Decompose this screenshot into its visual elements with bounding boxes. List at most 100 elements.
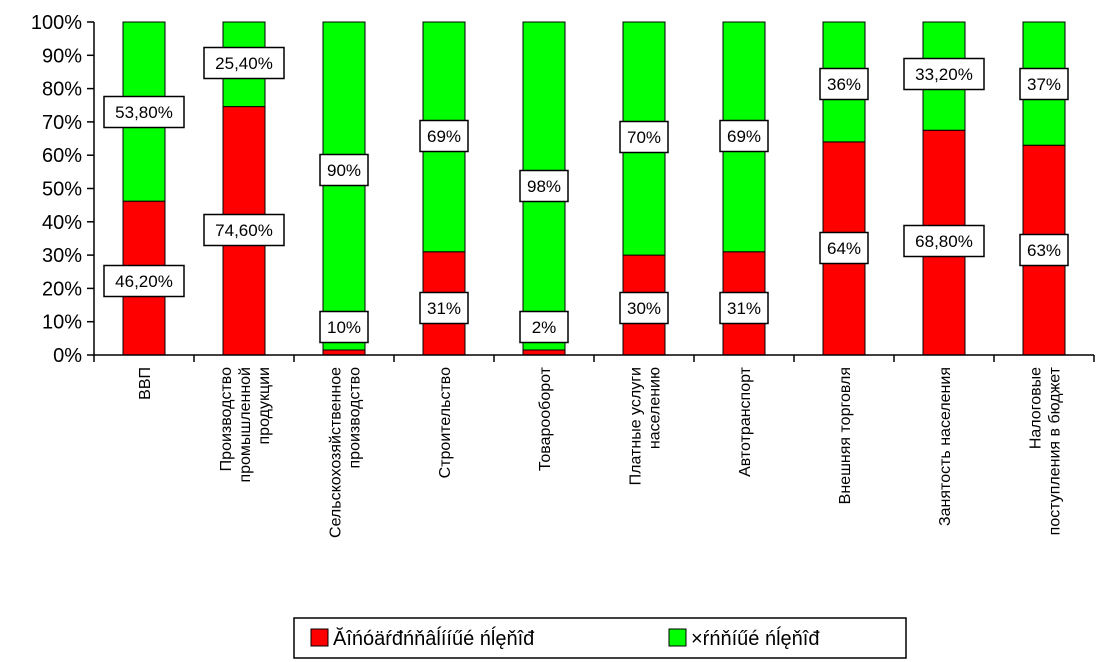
data-label-text: 25,40% [215, 54, 273, 73]
x-tick-label: Внешняя торговля [837, 367, 854, 504]
x-tick-label-line: населению [647, 367, 664, 449]
data-label-text: 90% [327, 161, 361, 180]
data-label-box [419, 119, 469, 153]
data-label-text: 69% [727, 127, 761, 146]
x-tick-label: Строительство [437, 367, 454, 478]
data-label: 98% [519, 169, 569, 203]
x-tick-label-line: Сельскохозяйственное [328, 367, 345, 538]
data-label-box [903, 224, 985, 258]
data-label-box [103, 264, 185, 298]
legend-box [293, 617, 907, 659]
x-tick-label: Производство промышленной продукции [218, 367, 273, 483]
data-label-box [319, 310, 369, 344]
y-tick-label: 70% [42, 112, 82, 134]
data-label: 69% [419, 119, 469, 153]
data-label-text: 31% [727, 299, 761, 318]
data-label: 64% [819, 231, 869, 265]
data-label: 10% [319, 310, 369, 344]
y-tick-label: 90% [42, 45, 82, 67]
legend: Ăîńóäŕđńňâĺííűé ńĺęňîđ ×ŕńňíűé ńĺęňîđ [293, 617, 907, 659]
data-label-text: 31% [427, 299, 461, 318]
data-label-text: 10% [327, 318, 361, 337]
data-labels: 46,20% 53,80% 74,60% 25,40% 10% 90% 31% 69% 2% 98… [103, 46, 1069, 344]
data-label-text: 98% [527, 177, 561, 196]
legend-item: ×ŕńňíűé ńĺęňîđ [668, 626, 820, 650]
data-label-box [1019, 67, 1069, 101]
x-tick-label-line: продукции [256, 367, 273, 444]
legend-item: Ăîńóäŕđńňâĺííűé ńĺęňîđ [310, 626, 535, 650]
data-label: 46,20% [103, 264, 185, 298]
data-label: 53,80% [103, 95, 185, 129]
x-tick-label: Занятость населения [937, 367, 954, 526]
x-tick-label: Платные услуги населению [628, 367, 664, 485]
data-label-box [203, 46, 285, 80]
x-tick-label-line: Внешняя торговля [837, 367, 854, 504]
data-label: 37% [1019, 67, 1069, 101]
data-label-box [619, 120, 669, 154]
data-label: 33,20% [903, 57, 985, 91]
y-tick-label: 20% [42, 278, 82, 300]
x-tick-label-line: поступления в бюджет [1047, 366, 1064, 535]
data-label-box [103, 95, 185, 129]
legend-swatch [668, 628, 687, 647]
data-label-text: 70% [627, 128, 661, 147]
data-label: 25,40% [203, 46, 285, 80]
x-tick-label: Автотранспорт [737, 366, 754, 477]
x-tick-label-line: Платные услуги [628, 367, 645, 485]
data-label-text: 63% [1027, 241, 1061, 260]
x-tick-label-line: Налоговые [1028, 367, 1045, 449]
data-label: 70% [619, 120, 669, 154]
data-label: 31% [419, 291, 469, 325]
y-tick-label: 0% [53, 345, 82, 367]
data-label-text: 46,20% [115, 272, 173, 291]
data-label-box [519, 169, 569, 203]
data-label-text: 30% [627, 299, 661, 318]
data-label-text: 74,60% [215, 221, 273, 240]
data-label-text: 68,80% [915, 232, 973, 251]
y-axis: 0% 10% 20% 30% 40% 50% 60% 70% 80% 90% 100% [31, 12, 95, 367]
data-label-box [819, 231, 869, 265]
y-tick-label: 10% [42, 312, 82, 334]
x-tick-label-line: Производство [218, 367, 235, 471]
data-label-box [619, 291, 669, 325]
y-tick-label: 50% [42, 179, 82, 201]
x-tick-label: ВВП [137, 367, 154, 400]
legend-swatch [310, 628, 329, 647]
y-tick-label: 100% [31, 12, 82, 34]
data-label-box [203, 213, 285, 247]
data-label-box [903, 57, 985, 91]
x-tick-label-line: Автотранспорт [737, 366, 754, 477]
x-tick-label: Товарооборот [537, 366, 554, 471]
data-label: 69% [719, 119, 769, 153]
data-label: 36% [819, 67, 869, 101]
data-label: 31% [719, 291, 769, 325]
y-tick-label: 30% [42, 245, 82, 267]
x-tick-label: Налоговые поступления в бюджет [1028, 366, 1064, 535]
x-axis: ВВП Производство промышленной продукции Сель… [93, 354, 1095, 538]
data-label: 2% [519, 310, 569, 344]
data-label-box [319, 153, 369, 187]
y-tick-label: 80% [42, 79, 82, 101]
data-label-box [719, 119, 769, 153]
data-label: 68,80% [903, 224, 985, 258]
x-tick-label: Сельскохозяйственное производство [328, 367, 364, 538]
x-tick-label-line: Строительство [437, 367, 454, 478]
data-label-box [719, 291, 769, 325]
legend-label: ×ŕńňíűé ńĺęňîđ [691, 626, 820, 650]
data-label-box [419, 291, 469, 325]
y-tick-label: 40% [42, 212, 82, 234]
x-tick-label-line: Товарооборот [537, 366, 554, 471]
data-label-text: 2% [532, 318, 557, 337]
data-label-text: 36% [827, 75, 861, 94]
data-label-text: 33,20% [915, 65, 973, 84]
data-label-text: 53,80% [115, 103, 173, 122]
data-label: 63% [1019, 233, 1069, 267]
data-label: 74,60% [203, 213, 285, 247]
legend-label: Ăîńóäŕđńňâĺííűé ńĺęňîđ [333, 626, 535, 650]
data-label-text: 64% [827, 239, 861, 258]
data-label-box [819, 67, 869, 101]
x-tick-label-line: промышленной [237, 367, 254, 483]
data-label-text: 37% [1027, 75, 1061, 94]
data-label-box [519, 310, 569, 344]
